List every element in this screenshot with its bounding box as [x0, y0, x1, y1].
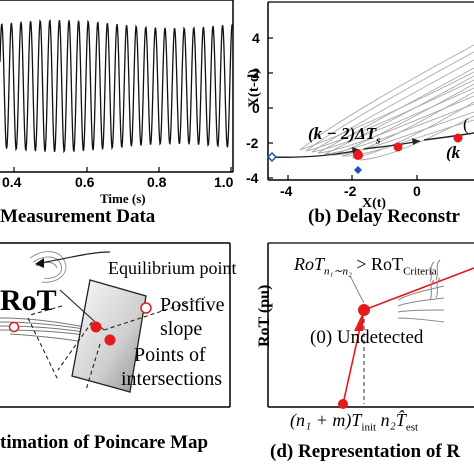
open-point-left — [8, 321, 20, 333]
point-k-2 — [353, 150, 363, 160]
intersection-point-1 — [90, 321, 102, 333]
panel-b-ytick-4: 4 — [252, 30, 260, 46]
intersections-label: intersections — [121, 368, 223, 390]
formula-left-sub: n₁∼n₂ — [324, 265, 352, 278]
label-k-partial: (k — [446, 143, 461, 162]
open-point-right — [140, 302, 152, 314]
panel-b-ytick-neg4: -4 — [246, 170, 259, 186]
label-paren: ( — [463, 115, 469, 134]
blue-diamond-filled — [354, 166, 362, 174]
point-k — [453, 133, 463, 143]
point-k-1 — [393, 142, 403, 152]
panel-d-breaks — [397, 259, 445, 323]
panel-b-xtick-0: 0 — [413, 183, 421, 199]
formula-gt: > — [356, 254, 367, 274]
undetected-label: (0) Undetected — [310, 327, 424, 348]
formula-leader — [349, 275, 365, 304]
panel-a-xtick-1.0: 1.0 — [214, 174, 234, 190]
panel-b-ytick-neg2: -2 — [246, 135, 259, 151]
positive-label: Positive — [160, 294, 225, 316]
xlabel-1-sub: init — [361, 421, 377, 434]
panel-b-ticks — [268, 37, 418, 180]
panel-a-xlabel: Time (s) — [100, 191, 146, 206]
panel-c-caption: timation of Poincare Map — [0, 432, 209, 453]
panel-d-formula: RoTn₁∼n₂ > RoTCriteria — [294, 254, 437, 278]
panel-b-xtick-neg4: -4 — [280, 183, 293, 199]
equilibrium-point-label: Equilibrium point — [108, 258, 237, 278]
panel-a-xtick-0.8: 0.8 — [147, 174, 167, 190]
panel-a-xtick-0.4: 0.4 — [2, 174, 22, 190]
equilibrium-pointer — [39, 251, 111, 264]
slope-label: slope — [160, 318, 203, 340]
attractor-trajectories — [299, 44, 474, 161]
start-point — [338, 399, 348, 409]
formula-right: RoT — [371, 254, 404, 274]
xlabel-2-sub: est — [405, 421, 419, 434]
intersection-point-2 — [104, 334, 116, 346]
panel-b-ytick-0: 0 — [252, 100, 260, 116]
panel-d-xlabel: (n₁ + m)Tinit n₂T̂est — [290, 410, 418, 434]
panel-a-xtick-0.6: 0.6 — [75, 174, 95, 190]
panel-d-ylabel: RoT (pu) — [256, 284, 273, 347]
xlabel-1: (n₁ + m)T — [290, 410, 362, 430]
label-k-minus-2-sub: s — [376, 134, 381, 147]
panel-b-ytick-2: 2 — [252, 65, 260, 81]
measurement-waveform — [0, 18, 233, 154]
panel-b-xlabel: X(t) — [362, 196, 387, 211]
panel-c-rot-label: RoT — [0, 284, 57, 317]
panel-c-dashed-lines — [27, 296, 206, 391]
panel-a-x-ticks — [13, 167, 232, 172]
panel-b-caption: (b) Delay Reconstr — [308, 206, 460, 227]
formula-right-sub: Criteria — [403, 265, 437, 278]
blue-diamond-hollow — [266, 151, 278, 163]
xlabel-2: n₂T̂ — [380, 410, 406, 430]
panel-a-caption: Measurement Data — [0, 206, 156, 227]
panel-d-caption: (d) Representation of R — [270, 441, 461, 462]
equilibrium-point-marker — [35, 258, 44, 268]
panel-b-xtick-neg2: -2 — [344, 183, 357, 199]
formula-left: RoT — [294, 254, 325, 274]
detection-point — [358, 304, 370, 316]
label-k-minus-2: (k − 2)ΔTs — [308, 124, 381, 147]
rot-criteria-line — [363, 267, 474, 311]
points-of-label: Points of — [134, 344, 206, 366]
